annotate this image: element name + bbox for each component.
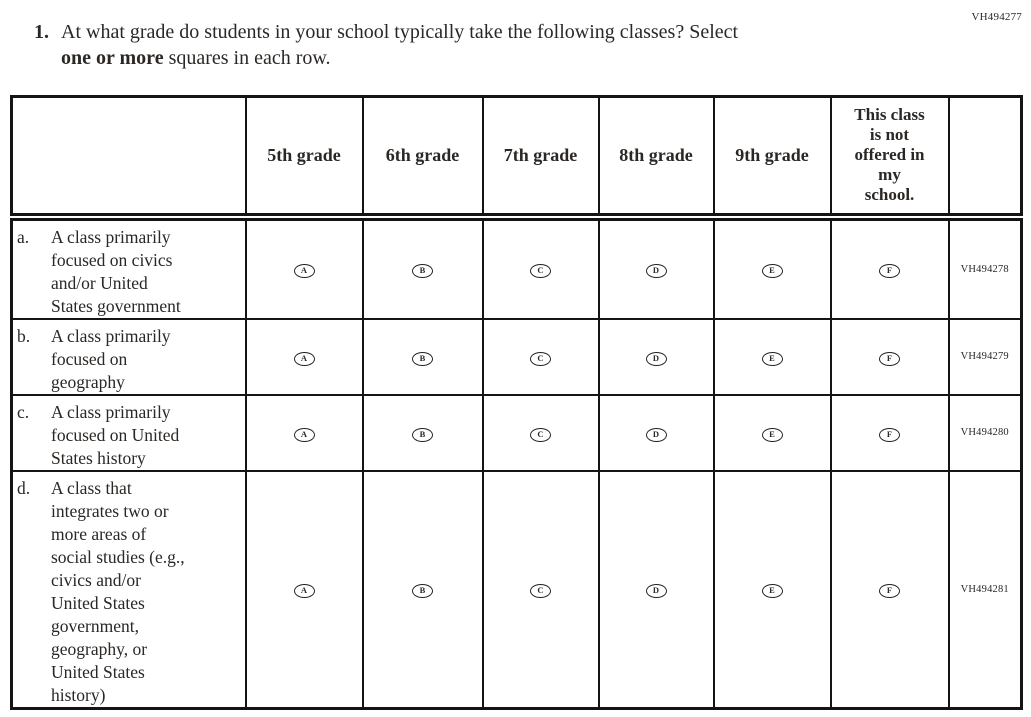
row-b-cell-6th: B xyxy=(361,317,484,396)
row-a-option-bubble-e[interactable]: E xyxy=(761,264,783,278)
row-c-cell-not-offered: F xyxy=(829,393,950,472)
row-b-option-bubble-f[interactable]: F xyxy=(879,351,900,366)
row-c-text: A class primarily focused on United Stat… xyxy=(51,401,180,468)
row-b-option-bubble-e[interactable]: E xyxy=(761,351,783,366)
row-b-letter: b. xyxy=(17,325,31,346)
row-c-option-bubble-b[interactable]: B xyxy=(412,427,433,442)
row-d-option-bubble-f[interactable]: F xyxy=(879,584,900,598)
row-c-option-bubble-e[interactable]: E xyxy=(761,427,783,442)
question-text: At what grade do students in your school… xyxy=(61,19,738,71)
row-d-label-cell: d. A class that integrates two or more a… xyxy=(10,469,247,709)
header-cell-not-offered: This class is not offered in my school. xyxy=(829,95,950,221)
question-line2: one or more squares in each row. xyxy=(61,45,738,71)
row-d-cell-5th: A xyxy=(244,469,364,709)
header-cell-8th-grade: 8th grade xyxy=(597,95,715,221)
question: 1. At what grade do students in your sch… xyxy=(34,19,738,71)
row-b-code: VH494279 xyxy=(947,317,1023,396)
row-b-cell-5th: A xyxy=(244,317,364,396)
row-c-cell-8th: D xyxy=(597,393,715,472)
table-row-b: b. A class primarily focused on geograph… xyxy=(10,317,1023,396)
table-row-d: d. A class that integrates two or more a… xyxy=(10,469,1023,709)
row-d-cell-9th: E xyxy=(712,469,832,709)
row-c-cell-5th: A xyxy=(244,393,364,472)
row-a-cell-7th: C xyxy=(481,215,600,320)
row-b-cell-8th: D xyxy=(597,317,715,396)
row-c-option-bubble-d[interactable]: D xyxy=(645,427,667,442)
row-d-code: VH494281 xyxy=(947,469,1023,709)
row-a-option-bubble-f[interactable]: F xyxy=(879,264,900,278)
row-a-label-cell: a. A class primarily focused on civics a… xyxy=(10,215,247,320)
not-offered-label: This class is not offered in my school. xyxy=(854,105,925,205)
row-c-letter: c. xyxy=(17,401,30,422)
row-b-text: A class primarily focused on geography xyxy=(51,325,171,392)
row-a-code: VH494278 xyxy=(947,215,1023,320)
header-cell-blank xyxy=(10,95,247,221)
table-row-c: c. A class primarily focused on United S… xyxy=(10,393,1023,472)
row-c-code: VH494280 xyxy=(947,393,1023,472)
row-b-label-cell: b. A class primarily focused on geograph… xyxy=(10,317,247,396)
row-d-option-bubble-a[interactable]: A xyxy=(293,584,315,598)
row-d-cell-7th: C xyxy=(481,469,600,709)
row-d-cell-8th: D xyxy=(597,469,715,709)
question-line1: At what grade do students in your school… xyxy=(61,21,739,43)
row-a-option-bubble-b[interactable]: B xyxy=(412,264,433,278)
row-d-option-bubble-c[interactable]: C xyxy=(530,584,551,598)
row-b-cell-not-offered: F xyxy=(829,317,950,396)
row-a-letter: a. xyxy=(17,226,30,247)
row-c-option-bubble-f[interactable]: F xyxy=(879,427,900,442)
header-row: 5th grade 6th grade 7th grade 8th grade … xyxy=(10,95,1023,221)
row-c-cell-9th: E xyxy=(712,393,832,472)
row-d-text: A class that integrates two or more area… xyxy=(51,477,185,705)
row-b-option-bubble-a[interactable]: A xyxy=(293,351,315,366)
row-b-cell-7th: C xyxy=(481,317,600,396)
row-b-option-bubble-d[interactable]: D xyxy=(645,351,667,366)
row-a-cell-not-offered: F xyxy=(829,215,950,320)
header-cell-6th-grade: 6th grade xyxy=(361,95,484,221)
row-d-option-bubble-d[interactable]: D xyxy=(645,584,667,598)
row-d-cell-6th: B xyxy=(361,469,484,709)
row-c-option-bubble-c[interactable]: C xyxy=(530,427,551,442)
answer-table-wrap: 5th grade 6th grade 7th grade 8th grade … xyxy=(10,95,1023,710)
header-cell-7th-grade: 7th grade xyxy=(481,95,600,221)
row-a-cell-5th: A xyxy=(244,215,364,320)
row-d-cell-not-offered: F xyxy=(829,469,950,709)
row-a-text: A class primarily focused on civics and/… xyxy=(51,226,181,316)
row-c-option-bubble-a[interactable]: A xyxy=(293,427,315,442)
row-c-cell-6th: B xyxy=(361,393,484,472)
row-d-option-bubble-e[interactable]: E xyxy=(761,584,783,598)
row-a-option-bubble-c[interactable]: C xyxy=(530,264,551,278)
header-cell-5th-grade: 5th grade xyxy=(244,95,364,221)
row-c-cell-7th: C xyxy=(481,393,600,472)
row-a-cell-6th: B xyxy=(361,215,484,320)
row-a-option-bubble-a[interactable]: A xyxy=(293,264,315,278)
header-cell-code xyxy=(947,95,1023,221)
row-a-cell-8th: D xyxy=(597,215,715,320)
question-number: 1. xyxy=(34,21,49,43)
header-cell-9th-grade: 9th grade xyxy=(712,95,832,221)
row-b-option-bubble-b[interactable]: B xyxy=(412,351,433,366)
row-c-label-cell: c. A class primarily focused on United S… xyxy=(10,393,247,472)
page-code: VH494277 xyxy=(971,11,1022,23)
row-d-option-bubble-b[interactable]: B xyxy=(412,584,433,598)
row-a-cell-9th: E xyxy=(712,215,832,320)
row-a-option-bubble-d[interactable]: D xyxy=(645,264,667,278)
row-d-letter: d. xyxy=(17,477,31,498)
question-line2-rest: squares in each row. xyxy=(163,47,331,69)
answer-table: 5th grade 6th grade 7th grade 8th grade … xyxy=(10,95,1023,710)
table-row-a: a. A class primarily focused on civics a… xyxy=(10,215,1023,320)
row-b-cell-9th: E xyxy=(712,317,832,396)
row-b-option-bubble-c[interactable]: C xyxy=(530,351,551,366)
question-bold-phrase: one or more xyxy=(61,47,164,69)
